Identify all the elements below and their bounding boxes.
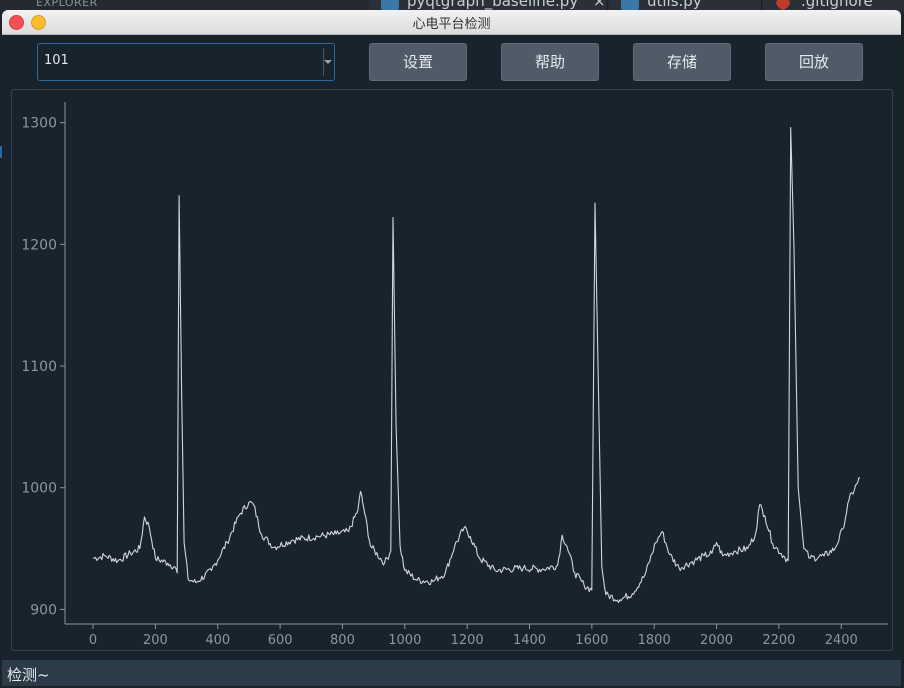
explorer-label: EXPLORER — [36, 0, 98, 9]
chevron-down-icon[interactable] — [324, 60, 332, 64]
ecg-plot[interactable]: 900 1000 1100 1200 1300 0 200 400 600 800 1000 1200… — [11, 89, 893, 651]
x-tick-label: 600 — [268, 633, 293, 648]
window-title: 心电平台检测 — [412, 17, 491, 32]
y-tick-label: 900 — [30, 602, 57, 618]
editor-tab-label: utils.py — [647, 0, 702, 10]
background-editor-strip: EXPLORER pyqtgraph_baseline.py × utils.p… — [0, 0, 904, 12]
y-tick-label: 1000 — [21, 481, 57, 497]
scroll-indicator — [0, 146, 3, 158]
combo-divider — [323, 48, 324, 76]
close-icon[interactable]: × — [593, 0, 606, 10]
x-tick-label: 1800 — [638, 633, 671, 648]
x-tick-label: 2400 — [825, 633, 858, 648]
x-tick-label: 1000 — [388, 633, 421, 648]
settings-button[interactable]: 设置 — [369, 43, 467, 81]
x-tick-label: 1600 — [575, 633, 608, 648]
help-button[interactable]: 帮助 — [501, 43, 599, 81]
status-text: 检测~ — [7, 666, 50, 684]
ecg-plot-canvas: 900 1000 1100 1200 1300 0 200 400 600 800 1000 1200… — [21, 102, 888, 648]
x-tick-label: 200 — [143, 633, 168, 648]
x-tick-label: 2200 — [762, 633, 795, 648]
x-tick-label: 800 — [330, 633, 355, 648]
y-tick-label: 1200 — [21, 237, 57, 253]
record-select-value: 101 — [44, 53, 69, 68]
editor-tab-baseline[interactable]: pyqtgraph_baseline.py × — [369, 0, 608, 12]
playback-button[interactable]: 回放 — [765, 43, 863, 81]
editor-tab-utils[interactable]: utils.py — [609, 0, 762, 12]
x-tick-label: 1200 — [451, 633, 484, 648]
python-icon — [381, 0, 399, 11]
status-bar: 检测~ — [2, 660, 901, 686]
minimize-window-button[interactable] — [31, 15, 46, 30]
ecg-series-line — [93, 127, 861, 604]
editor-tab-label: pyqtgraph_baseline.py — [407, 0, 579, 10]
save-button[interactable]: 存储 — [633, 43, 731, 81]
x-tick-label: 0 — [89, 633, 97, 648]
x-tick-label: 2000 — [700, 633, 733, 648]
y-tick-label: 1300 — [21, 116, 57, 132]
python-icon — [621, 0, 639, 11]
editor-tab-gitignore[interactable]: .gitignore — [763, 0, 904, 12]
app-window: 心电平台检测 101 设置 帮助 存储 回放 900 1000 1100 1200 13… — [2, 10, 901, 686]
editor-tab-label: .gitignore — [801, 0, 873, 10]
record-select[interactable]: 101 — [37, 43, 335, 81]
x-tick-label: 400 — [205, 633, 230, 648]
close-window-button[interactable] — [9, 15, 24, 30]
x-tick-label: 1400 — [513, 633, 546, 648]
title-bar: 心电平台检测 — [2, 10, 901, 35]
y-tick-label: 1100 — [21, 359, 57, 375]
